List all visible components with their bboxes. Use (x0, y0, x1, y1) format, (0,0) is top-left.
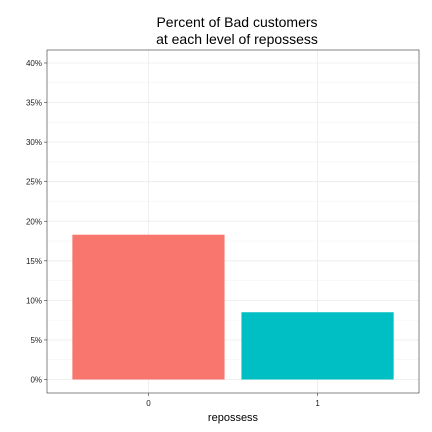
x-tick-label: 1 (315, 399, 320, 408)
y-tick-label: 40% (26, 59, 42, 68)
bars (72, 234, 394, 380)
y-tick-label: 5% (30, 336, 42, 345)
x-tick-label: 0 (146, 399, 151, 408)
y-tick-label: 25% (26, 178, 42, 187)
y-tick-label: 0% (30, 376, 42, 385)
y-tick-label: 35% (26, 99, 42, 108)
y-tick-label: 10% (26, 296, 42, 305)
y-tick-label: 30% (26, 138, 42, 147)
y-axis: 0% 5% 10% 15% 20% 25% 30% 35% 40% (26, 59, 47, 385)
chart-title-line-2: at each level of repossess (156, 31, 318, 47)
chart-title-line-1: Percent of Bad customers (156, 14, 317, 30)
bar-0 (72, 234, 225, 380)
bar-1 (241, 312, 394, 380)
y-tick-label: 20% (26, 217, 42, 226)
y-tick-label: 15% (26, 257, 42, 266)
x-axis-title: repossess (208, 412, 259, 424)
